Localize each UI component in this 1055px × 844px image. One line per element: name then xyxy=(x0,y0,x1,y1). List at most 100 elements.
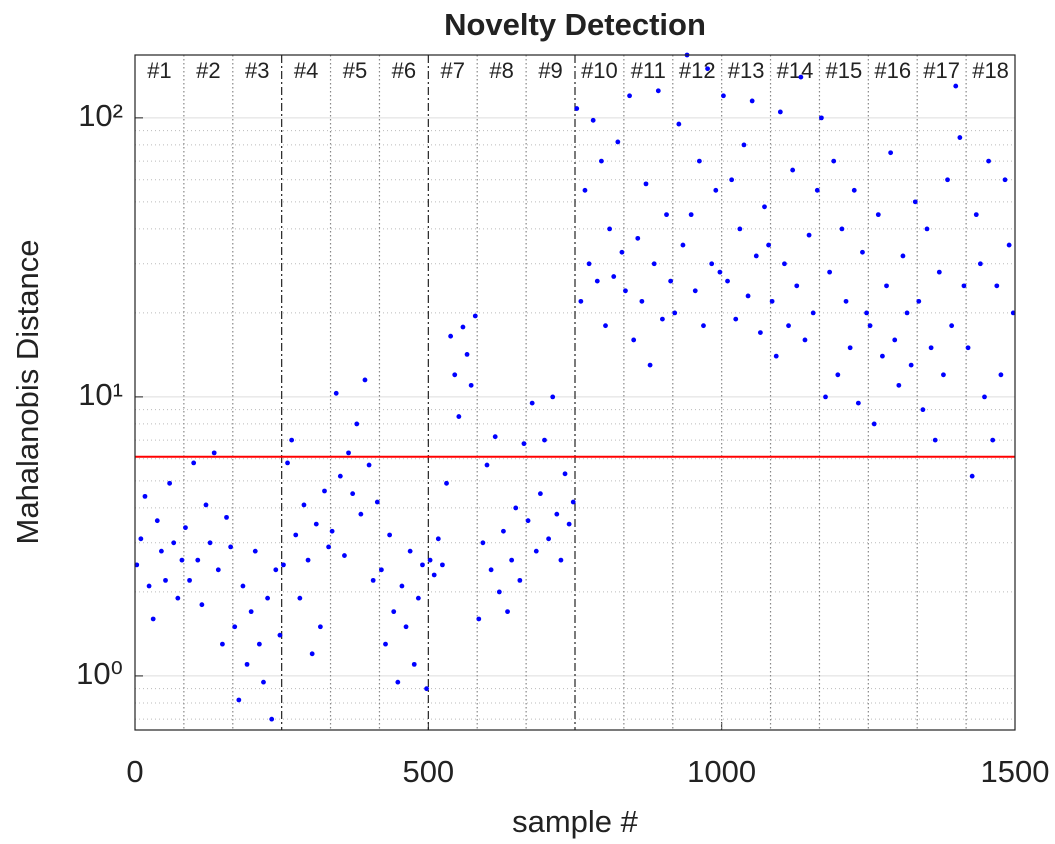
data-point xyxy=(570,499,576,505)
data-point xyxy=(444,480,449,486)
data-point xyxy=(664,212,669,218)
data-point xyxy=(289,437,295,443)
data-point xyxy=(835,372,841,378)
data-point xyxy=(329,528,335,534)
data-point xyxy=(794,283,800,289)
data-point xyxy=(892,337,898,343)
data-point xyxy=(496,589,502,595)
segment-label: #1 xyxy=(147,58,171,83)
data-point xyxy=(969,473,975,479)
data-point xyxy=(790,167,796,173)
data-point xyxy=(395,679,401,685)
data-point xyxy=(448,333,454,339)
data-point xyxy=(476,616,482,622)
segment-label: #12 xyxy=(679,58,716,83)
data-point xyxy=(729,177,735,183)
data-point xyxy=(456,414,462,419)
data-point xyxy=(554,511,560,517)
data-point xyxy=(546,536,551,542)
data-point xyxy=(769,298,775,304)
y-tick-label: 10⁰ xyxy=(76,656,123,691)
data-point xyxy=(411,661,417,667)
data-point xyxy=(875,212,881,218)
data-point xyxy=(709,261,715,267)
data-point xyxy=(888,150,894,156)
data-point xyxy=(786,323,791,329)
data-point xyxy=(973,212,979,218)
data-point xyxy=(823,394,828,400)
data-point xyxy=(798,74,804,80)
data-point xyxy=(1002,177,1008,183)
data-point xyxy=(558,557,564,563)
data-point xyxy=(374,499,380,505)
data-point xyxy=(484,462,490,468)
data-point xyxy=(366,462,372,468)
data-point xyxy=(415,595,421,601)
data-point xyxy=(639,298,645,304)
data-point xyxy=(668,278,674,284)
data-point xyxy=(924,226,930,232)
segment-label: #4 xyxy=(294,58,318,83)
data-point xyxy=(753,253,759,259)
data-point xyxy=(513,505,519,511)
data-point xyxy=(864,310,869,316)
data-point xyxy=(655,88,661,94)
data-point xyxy=(440,562,445,568)
data-point xyxy=(525,518,531,524)
segment-label: #9 xyxy=(538,58,562,83)
data-point xyxy=(631,337,637,343)
data-point xyxy=(806,232,812,238)
data-point xyxy=(651,261,657,267)
data-point xyxy=(460,324,466,330)
data-point xyxy=(680,242,686,248)
data-point xyxy=(773,353,779,359)
data-point xyxy=(607,226,613,232)
chart-title: Novelty Detection xyxy=(444,7,706,42)
data-point xyxy=(517,577,523,583)
data-point xyxy=(342,553,347,558)
data-point xyxy=(187,577,192,583)
data-point xyxy=(884,283,889,289)
data-point xyxy=(896,382,902,388)
data-point xyxy=(301,502,307,508)
data-point xyxy=(660,316,665,322)
data-point xyxy=(509,557,515,563)
data-point xyxy=(350,491,356,497)
data-point xyxy=(855,400,861,406)
data-point xyxy=(452,372,458,378)
data-point xyxy=(391,609,397,615)
data-point xyxy=(839,226,845,232)
data-point xyxy=(529,400,535,406)
data-point xyxy=(358,511,364,517)
data-point xyxy=(810,310,816,316)
data-point xyxy=(705,66,710,72)
data-point xyxy=(505,609,510,615)
data-point xyxy=(191,460,197,466)
data-point xyxy=(403,624,409,630)
data-point xyxy=(635,235,641,241)
x-tick-label: 0 xyxy=(126,754,143,789)
data-point xyxy=(860,249,865,255)
data-point xyxy=(309,651,315,657)
data-point xyxy=(346,450,351,456)
data-point xyxy=(305,557,311,563)
data-point xyxy=(383,641,388,647)
data-point xyxy=(277,632,283,638)
data-point xyxy=(713,187,719,193)
data-point xyxy=(1006,242,1012,248)
data-point xyxy=(814,187,820,193)
segment-label: #15 xyxy=(826,58,863,83)
data-point xyxy=(317,624,323,630)
data-point xyxy=(688,212,694,218)
data-point xyxy=(594,278,600,284)
segment-label: #3 xyxy=(245,58,269,83)
data-point xyxy=(387,532,393,538)
data-point xyxy=(240,583,246,589)
y-axis-label: Mahalanobis Distance xyxy=(10,239,45,544)
data-point xyxy=(766,242,771,248)
data-point xyxy=(179,557,185,563)
segment-label: #16 xyxy=(874,58,911,83)
x-tick-label: 1000 xyxy=(687,754,756,789)
data-point xyxy=(171,540,177,546)
